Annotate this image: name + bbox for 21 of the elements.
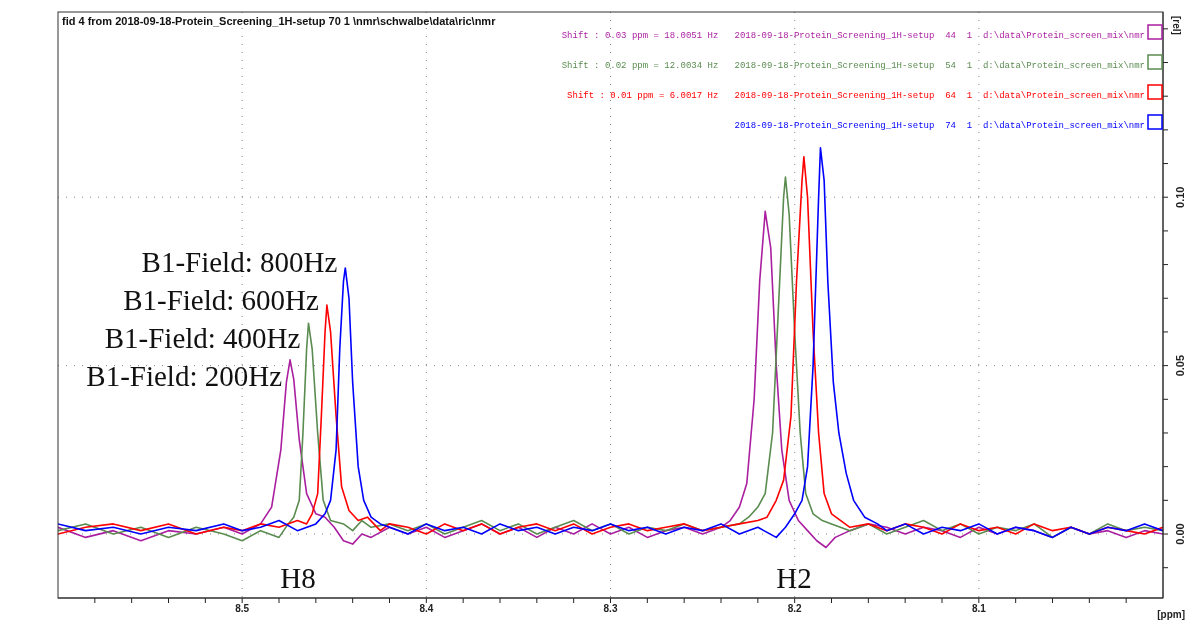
legend-label: 2018-09-18-Protein_Screening_1H-setup 74 1 d:\data\Protein_screen_mix\nmr [734, 121, 1145, 131]
x-tick-label: 8.3 [603, 603, 618, 615]
legend-label: Shift : 0.03 ppm = 18.0051 Hz 2018-09-18-Protein_Screening_1H-setup 44 1 d:\data\Protein_screen_mix\nmr [561, 31, 1145, 41]
annotation: B1-Field: 200Hz [86, 359, 283, 392]
x-axis-title: [ppm] [1157, 609, 1185, 620]
legend-label: Shift : 0.02 ppm = 12.0034 Hz 2018-09-18-Protein_Screening_1H-setup 54 1 d:\data\Protein_screen_mix\nmr [561, 61, 1145, 71]
x-tick-label: 8.4 [419, 603, 434, 615]
legend-label: Shift : 0.01 ppm = 6.0017 Hz 2018-09-18-Protein_Screening_1H-setup 64 1 d:\data\Protein_screen_mix\nmr [567, 91, 1145, 101]
y-tick-label: 0.05 [1174, 354, 1186, 377]
annotation: B1-Field: 400Hz [104, 321, 301, 354]
x-tick-label: 8.1 [971, 603, 987, 615]
y-tick-label: 0.10 [1174, 186, 1186, 208]
x-tick-label: 8.5 [235, 603, 250, 615]
annotation: B1-Field: 600Hz [123, 283, 319, 316]
chart-title: fid 4 from 2018-09-18-Protein_Screening_1H-setup 70 1 \nmr\schwalbe\data\ric\nmr [62, 15, 497, 27]
y-tick-label: 0.00 [1174, 523, 1186, 545]
y-axis-title: [rel] [1171, 16, 1182, 35]
annotation: B1-Field: 800Hz [141, 245, 338, 278]
annotation: H2 [776, 562, 812, 594]
annotation: H8 [280, 562, 316, 594]
x-tick-label: 8.2 [787, 603, 803, 615]
